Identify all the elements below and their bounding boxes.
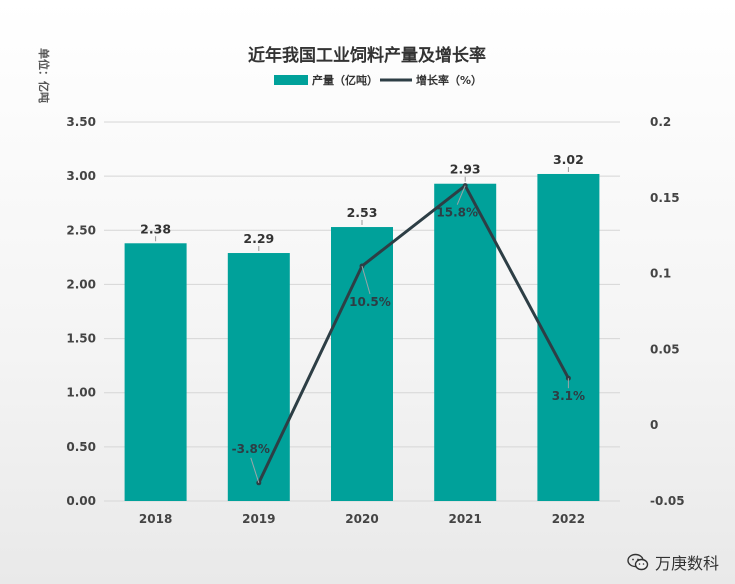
y-right-tick-label: 0.1	[650, 267, 671, 281]
y-left-tick-label: 3.00	[66, 169, 96, 183]
x-axis: 2018 2019 2020 2021 2022	[139, 512, 585, 526]
y-left-unit-label: 单位：亿吨	[37, 48, 51, 103]
bar-data-label: 2.29	[243, 231, 274, 246]
x-tick-label: 2018	[139, 512, 172, 526]
wechat-icon	[627, 553, 649, 571]
y-right-tick-label: 0.05	[650, 342, 680, 356]
line-series: -3.8% 10.5% 15.8% 3.1%	[232, 183, 585, 486]
line-label-leader	[361, 265, 371, 295]
watermark-text: 万庚数科	[654, 554, 719, 573]
watermark: 万庚数科	[627, 550, 719, 574]
line-data-label: 10.5%	[349, 295, 391, 309]
y-right-axis: -0.05 0 0.05 0.1 0.15 0.2	[650, 115, 685, 508]
growth-line	[257, 184, 570, 484]
y-right-tick-label: 0.15	[650, 191, 680, 205]
chart-title: 近年我国工业饲料产量及增长率	[248, 45, 486, 66]
bar-data-label: 2.53	[347, 205, 378, 220]
bar	[124, 243, 187, 501]
legend-bar-swatch	[274, 75, 308, 85]
x-tick-label: 2021	[448, 512, 481, 526]
legend-line-label: 增长率（%）	[416, 73, 482, 87]
y-left-tick-label: 0.00	[66, 494, 96, 508]
bar	[434, 183, 497, 502]
line-label-leader	[456, 185, 466, 205]
bar-data-label: 3.02	[553, 152, 584, 167]
y-right-tick-label: -0.05	[650, 494, 685, 508]
y-left-tick-label: 3.50	[66, 115, 96, 129]
y-left-tick-label: 0.50	[66, 440, 96, 454]
x-tick-label: 2020	[345, 512, 378, 526]
bar-data-label: 2.38	[140, 221, 171, 236]
line-data-label: -3.8%	[232, 442, 270, 456]
y-left-tick-label: 2.50	[66, 223, 96, 237]
y-right-tick-label: 0.2	[650, 115, 671, 129]
legend: 产量（亿吨） 增长率（%）	[274, 73, 482, 87]
bar	[227, 253, 290, 501]
y-left-axis: 0.00 0.50 1.00 1.50 2.00 2.50 3.00 3.50	[66, 115, 96, 508]
bar-data-label: 2.93	[450, 162, 481, 177]
y-left-tick-label: 1.00	[66, 386, 96, 400]
x-tick-label: 2022	[552, 512, 585, 526]
bar-series: 2.38 2.29 2.53 2.93 3.02	[124, 152, 600, 502]
line-data-label: 15.8%	[436, 206, 478, 220]
y-right-tick-label: 0	[650, 418, 658, 432]
x-tick-label: 2019	[242, 512, 275, 526]
y-left-tick-label: 1.50	[66, 332, 96, 346]
legend-bar-label: 产量（亿吨）	[312, 73, 378, 87]
bar	[331, 227, 393, 501]
line-data-label: 3.1%	[552, 389, 585, 403]
y-left-tick-label: 2.00	[66, 277, 96, 291]
line-label-leader	[250, 457, 260, 483]
